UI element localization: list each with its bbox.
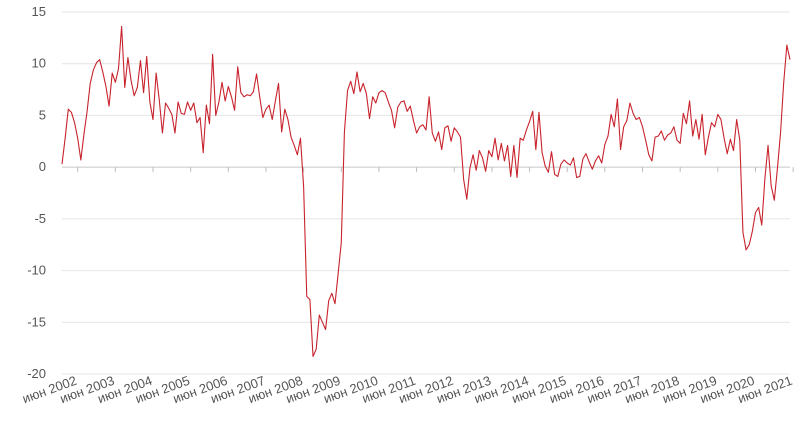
y-tick-label: -5: [34, 211, 46, 226]
series-layer: [61, 25, 791, 357]
y-tick-label: -10: [27, 263, 46, 278]
y-tick-label: 0: [39, 159, 46, 174]
series-line: [61, 25, 791, 357]
y-tick-label: 15: [32, 4, 46, 19]
y-tick-label: -20: [27, 366, 46, 381]
y-tick-label: 10: [32, 56, 46, 71]
y-tick-label: -15: [27, 314, 46, 329]
grid-lines: [62, 11, 790, 375]
y-tick-label: 5: [39, 107, 46, 122]
x-axis-ticks: [77, 167, 794, 173]
y-axis-tick-labels: 15 10 5 0 -5 -10 -15 -20: [27, 4, 46, 381]
